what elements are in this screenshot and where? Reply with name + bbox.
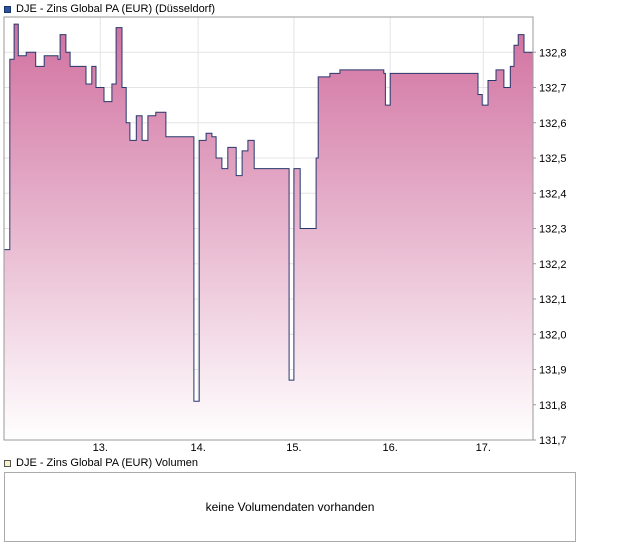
y-tick-label: 131,7	[539, 435, 567, 447]
volume-empty-message: keine Volumendaten vorhanden	[205, 500, 375, 514]
price-series-icon	[4, 5, 11, 13]
volume-panel: keine Volumendaten vorhanden	[4, 472, 576, 542]
x-tick-label: 14.	[190, 442, 205, 454]
x-tick-label: 17.	[476, 442, 491, 454]
volume-series-icon	[4, 459, 11, 467]
y-tick-label: 131,8	[539, 400, 567, 412]
price-line	[4, 23, 534, 402]
x-tick-label: 15.	[286, 442, 301, 454]
price-chart-title: DJE - Zins Global PA (EUR) (Düsseldorf)	[16, 3, 216, 15]
y-tick-label: 132,6	[539, 118, 567, 130]
y-tick-label: 131,9	[539, 365, 567, 377]
y-tick-label: 132,3	[539, 224, 567, 236]
x-tick-label: 16.	[383, 442, 398, 454]
x-tick-label: 13.	[93, 442, 108, 454]
y-tick-label: 132,2	[539, 259, 567, 271]
y-tick-label: 132,1	[539, 294, 567, 306]
y-tick-label: 132,5	[539, 153, 567, 165]
y-tick-label: 132,4	[539, 188, 567, 200]
volume-chart-title: DJE - Zins Global PA (EUR) Volumen	[16, 457, 198, 469]
price-chart: 131,7 131,8 131,9 132,0 132,1 132,2 132,3 132,4…	[3, 16, 567, 454]
y-tick-label: 132,8	[539, 47, 567, 59]
y-tick-label: 132,0	[539, 329, 567, 341]
price-area	[4, 24, 533, 440]
price-chart-legend: DJE - Zins Global PA (EUR) (Düsseldorf)	[0, 0, 620, 16]
y-tick-label: 132,7	[539, 83, 567, 95]
volume-chart-legend: DJE - Zins Global PA (EUR) Volumen	[0, 454, 620, 470]
